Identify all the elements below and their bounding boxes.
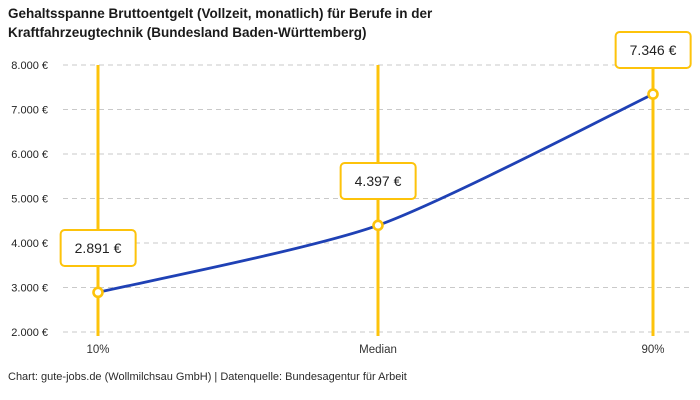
chart-footer-credit: Chart: gute-jobs.de (Wollmilchsau GmbH) …	[8, 371, 407, 383]
x-category-label: 90%	[641, 344, 664, 356]
y-tick-label: 2.000 €	[11, 327, 48, 339]
data-point-marker	[92, 286, 104, 299]
value-label-box: 7.346 €	[614, 31, 692, 70]
value-label-box: 4.397 €	[339, 162, 417, 201]
chart-title: Gehaltsspanne Bruttoentgelt (Vollzeit, m…	[8, 6, 433, 40]
data-point-marker	[647, 88, 659, 100]
x-category-label: Median	[359, 344, 397, 356]
y-tick-label: 3.000 €	[11, 283, 48, 295]
y-tick-label: 5.000 €	[11, 194, 48, 206]
y-tick-label: 4.000 €	[11, 238, 48, 250]
y-tick-label: 7.000 €	[11, 105, 48, 117]
data-point-marker	[372, 219, 384, 232]
y-tick-label: 6.000 €	[11, 149, 48, 161]
value-label-box: 2.891 €	[59, 229, 137, 268]
y-tick-label: 8.000 €	[11, 60, 48, 72]
x-category-label: 10%	[86, 344, 109, 356]
